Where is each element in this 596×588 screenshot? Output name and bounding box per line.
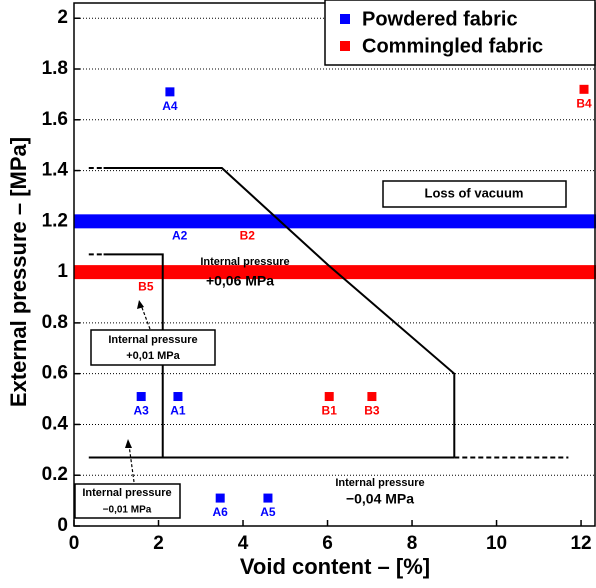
y-tick-label: 0.8	[42, 312, 68, 333]
point-label: B3	[364, 404, 380, 418]
point-label: A3	[134, 404, 150, 418]
annotation: Internal pressure	[82, 487, 171, 499]
annotation: +0,06 MPa	[206, 273, 274, 289]
y-tick-label: 1	[57, 261, 68, 282]
x-tick-label: 8	[407, 533, 418, 554]
y-axis-title: External pressure – [MPa]	[6, 137, 31, 407]
legend: Powdered fabric Commingled fabric	[324, 0, 596, 66]
arrow-head	[137, 300, 144, 309]
point	[165, 87, 175, 97]
x-tick-label: 6	[322, 533, 333, 554]
band	[74, 214, 596, 229]
annotation-box	[90, 329, 216, 366]
y-tick-label: 0	[57, 515, 68, 536]
y-tick-label: 2	[57, 7, 68, 28]
y-tick-label: 1.8	[42, 58, 68, 79]
annotation: Loss of vacuum	[425, 185, 524, 200]
legend-swatch	[340, 41, 350, 51]
annotation: −0,04 MPa	[346, 491, 414, 507]
legend-box	[324, 0, 596, 66]
arrow-head	[125, 439, 132, 448]
point	[136, 392, 146, 402]
y-tick-label: 0.4	[42, 413, 69, 434]
point	[173, 392, 183, 402]
point-label: A6	[213, 505, 229, 519]
point-label: B5	[138, 279, 154, 293]
annotation-box	[382, 180, 567, 208]
point	[324, 392, 334, 402]
y-tick-label: 1.2	[42, 210, 68, 231]
x-axis-title: Void content – [%]	[240, 554, 430, 579]
point-label: A4	[162, 99, 178, 113]
y-tick-label: 1.6	[42, 109, 68, 130]
annotation: Internal pressure	[200, 256, 289, 268]
y-tick-label: 1.4	[42, 160, 69, 181]
boundary-line	[103, 253, 164, 458]
x-tick-label: 10	[486, 533, 507, 554]
x-tick-label: 12	[570, 533, 591, 554]
point-label: B2	[240, 229, 256, 243]
annotation: Internal pressure	[335, 477, 424, 489]
boundary-line	[103, 167, 456, 458]
plot-frame	[73, 2, 596, 527]
point-label: A1	[170, 404, 186, 418]
arrow	[128, 444, 135, 483]
point	[367, 392, 377, 402]
legend-swatch	[340, 14, 350, 24]
annotation: −0,01 MPa	[103, 505, 152, 516]
legend-label: Powdered fabric	[362, 8, 518, 30]
x-tick-label: 0	[69, 533, 80, 554]
y-tick-label: 0.2	[42, 464, 68, 485]
point-label: A2	[172, 229, 188, 243]
annotations: Loss of vacuum Internal pressure +0,06 M…	[74, 180, 567, 519]
annotation: +0,01 MPa	[126, 350, 180, 362]
point-label: A5	[260, 505, 276, 519]
y-tick-label: 0.6	[42, 363, 68, 384]
x-tick-label: 2	[153, 533, 164, 554]
point	[215, 493, 225, 503]
x-tick-label: 4	[238, 533, 249, 554]
annotation-box	[74, 483, 181, 519]
annotation: Internal pressure	[108, 334, 197, 346]
point-label: B1	[322, 404, 338, 418]
point	[263, 493, 273, 503]
arrow	[140, 304, 151, 330]
plot-area: 0 0.2 0.4 0.6 0.8 1 1.2 1.4 1.6 1.8 2 0 2 4 6 8 10 12 A1 A2…	[42, 2, 596, 554]
legend-label: Commingled fabric	[362, 35, 543, 57]
point	[579, 84, 589, 94]
point-label: B4	[576, 96, 592, 110]
